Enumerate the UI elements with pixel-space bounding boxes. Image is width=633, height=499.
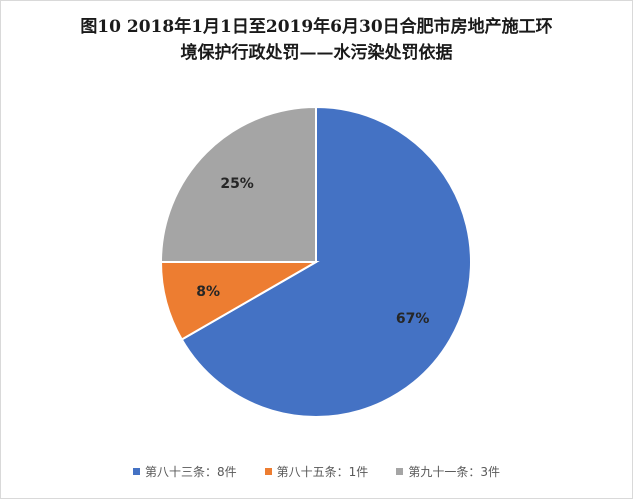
legend: 第八十三条：8件 第八十五条：1件 第九十一条：3件 <box>0 463 633 480</box>
legend-label-1: 第八十三条：8件 <box>145 465 237 479</box>
legend-item-2: 第八十五条：1件 <box>264 463 369 480</box>
pie-data-label-3: 25% <box>220 176 254 192</box>
legend-swatch-2 <box>264 468 272 475</box>
legend-label-3: 第九十一条：3件 <box>408 465 500 479</box>
chart-title-line-1: 图10 2018年1月1日至2019年6月30日合肥市房地产施工环 <box>80 17 553 37</box>
legend-item-3: 第九十一条：3件 <box>396 463 500 480</box>
pie-slice-1 <box>180 105 472 418</box>
chart-title: 图10 2018年1月1日至2019年6月30日合肥市房地产施工环 境保护行政处… <box>0 14 633 66</box>
legend-swatch-1 <box>133 468 141 475</box>
legend-label-2: 第八十五条：1件 <box>276 465 369 479</box>
pie-slice-3 <box>159 105 317 263</box>
legend-swatch-3 <box>396 468 404 475</box>
chart-title-line-2: 境保护行政处罚——水污染处罚依据 <box>180 43 453 63</box>
legend-item-1: 第八十三条：8件 <box>133 463 237 480</box>
pie-data-label-1: 67% <box>396 311 430 327</box>
pie-data-label-2: 8% <box>196 284 220 300</box>
